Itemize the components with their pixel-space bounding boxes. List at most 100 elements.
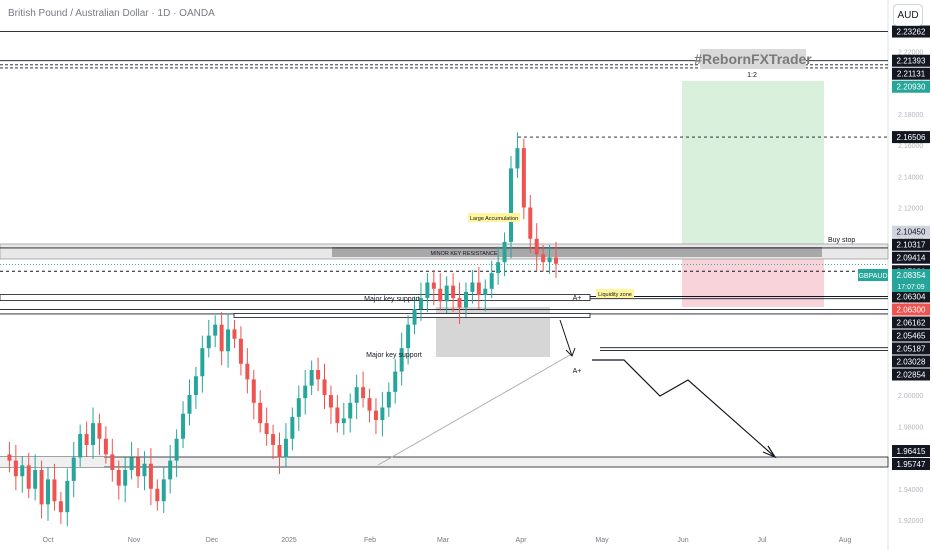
buy-stop-label: Buy stop: [828, 237, 855, 244]
candle-body: [547, 257, 552, 263]
y-tick-label: 2.00000: [898, 393, 923, 400]
candle-body: [476, 282, 481, 295]
y-tick-label: 2.18000: [898, 112, 923, 119]
y-tick-label: 2.12000: [898, 206, 923, 213]
candle-body: [296, 398, 301, 417]
y-tick-label: 2.06000: [898, 299, 923, 306]
price-level-label-bg: [892, 329, 930, 342]
price-level-label: 2.09414: [897, 254, 926, 263]
watermark: #RebornFXTrader: [694, 51, 812, 67]
candle-body: [206, 335, 211, 349]
candle-body: [142, 463, 147, 477]
currency-button[interactable]: AUD: [893, 4, 923, 26]
y-tick-label: 2.14000: [898, 174, 923, 181]
candle-body: [181, 413, 186, 439]
current-price: 2.08354: [897, 271, 926, 280]
x-tick-label: Jul: [758, 537, 767, 544]
candle-body: [136, 457, 141, 477]
pullback-arrowhead: [565, 347, 576, 357]
a-plus-label-1: A+: [573, 295, 582, 302]
candle-body: [335, 407, 340, 424]
candle-body: [110, 454, 115, 470]
bottom-support-zone: [0, 456, 889, 468]
major-support-label-2: Major key support: [366, 352, 422, 359]
candle-body: [65, 480, 70, 513]
price-level-label: 2.02854: [897, 371, 926, 380]
price-level-label: 2.06162: [897, 319, 926, 328]
price-level-label: 1.95747: [897, 460, 926, 469]
candle-body: [258, 402, 263, 424]
candle-body: [515, 148, 520, 169]
large-accumulation-bg: [468, 213, 520, 222]
candle-body: [457, 298, 462, 308]
candle-body: [271, 434, 276, 445]
target-zone: [682, 81, 824, 244]
y-tick-label: 1.94000: [898, 487, 923, 494]
candle-body: [380, 407, 385, 420]
candle-body: [232, 329, 237, 339]
candle-body: [84, 434, 89, 445]
x-tick-label: 2025: [281, 537, 297, 544]
y-tick-label: 2.22000: [898, 49, 923, 56]
candle-body: [541, 254, 546, 263]
candle-body: [399, 348, 404, 372]
price-level-label-bg: [892, 316, 930, 329]
candle-body: [123, 470, 128, 486]
x-tick-label: Mar: [437, 537, 450, 544]
candle-body: [116, 470, 121, 486]
candle-body: [238, 338, 243, 364]
candle-body: [489, 273, 494, 289]
candle-body: [373, 410, 378, 420]
candle-body: [26, 465, 31, 489]
candle-body: [528, 207, 533, 239]
candle-body: [58, 501, 63, 513]
candle-body: [508, 168, 513, 242]
candle-body: [463, 291, 468, 308]
candle-body: [168, 460, 173, 480]
price-level-label-bg: [892, 54, 930, 67]
candle-body: [534, 238, 539, 255]
major-support-strip: [0, 294, 591, 301]
x-tick-label: Oct: [43, 537, 54, 544]
y-tick-label: 1.92000: [898, 518, 923, 525]
candle-body: [386, 391, 391, 408]
candle-body: [309, 370, 314, 386]
candle-body: [361, 387, 366, 399]
candle-body: [354, 387, 359, 403]
price-level-label: 2.06304: [897, 293, 926, 302]
candle-body: [71, 457, 76, 481]
symbol-name: GBPAUD: [858, 273, 887, 280]
price-level-label-bg: [892, 251, 930, 264]
price-level-label-bg: [892, 25, 930, 38]
x-tick-label: Dec: [206, 537, 219, 544]
a-plus-label-2: A+: [573, 368, 582, 375]
ratio-label: 1:2: [747, 72, 757, 79]
candle-body: [496, 262, 501, 274]
candle-body: [367, 398, 372, 411]
candle-body: [393, 371, 398, 392]
candle-body: [444, 285, 449, 302]
watermark-bg: [700, 49, 806, 69]
candle-body: [303, 385, 308, 399]
trendline: [377, 354, 571, 466]
projection-path: [592, 359, 776, 458]
candle-body: [155, 488, 160, 502]
countdown: 17:07:09: [897, 284, 924, 291]
price-level-label-bg: [892, 131, 930, 144]
candle-body: [425, 282, 430, 299]
candle-body: [174, 438, 179, 461]
large-accumulation-label: Large Accumulation: [470, 216, 518, 222]
projection-arrowhead: [762, 445, 777, 459]
major-support-strip-lower: [233, 313, 591, 318]
current-price-box: [892, 269, 930, 292]
x-tick-label: May: [595, 537, 609, 544]
major-support-label-1: Major key support: [364, 296, 420, 303]
candle-body: [328, 395, 333, 408]
candle-body: [91, 423, 96, 445]
price-level-label-bg: [892, 80, 930, 93]
candle-body: [470, 282, 475, 292]
candle-body: [39, 470, 44, 505]
candle-body: [187, 395, 192, 414]
price-level-label: 2.10450: [897, 228, 926, 237]
